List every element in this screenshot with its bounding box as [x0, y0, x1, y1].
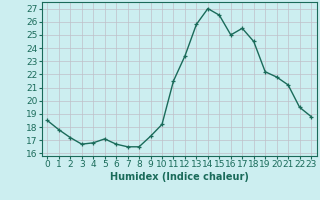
X-axis label: Humidex (Indice chaleur): Humidex (Indice chaleur) — [110, 172, 249, 182]
